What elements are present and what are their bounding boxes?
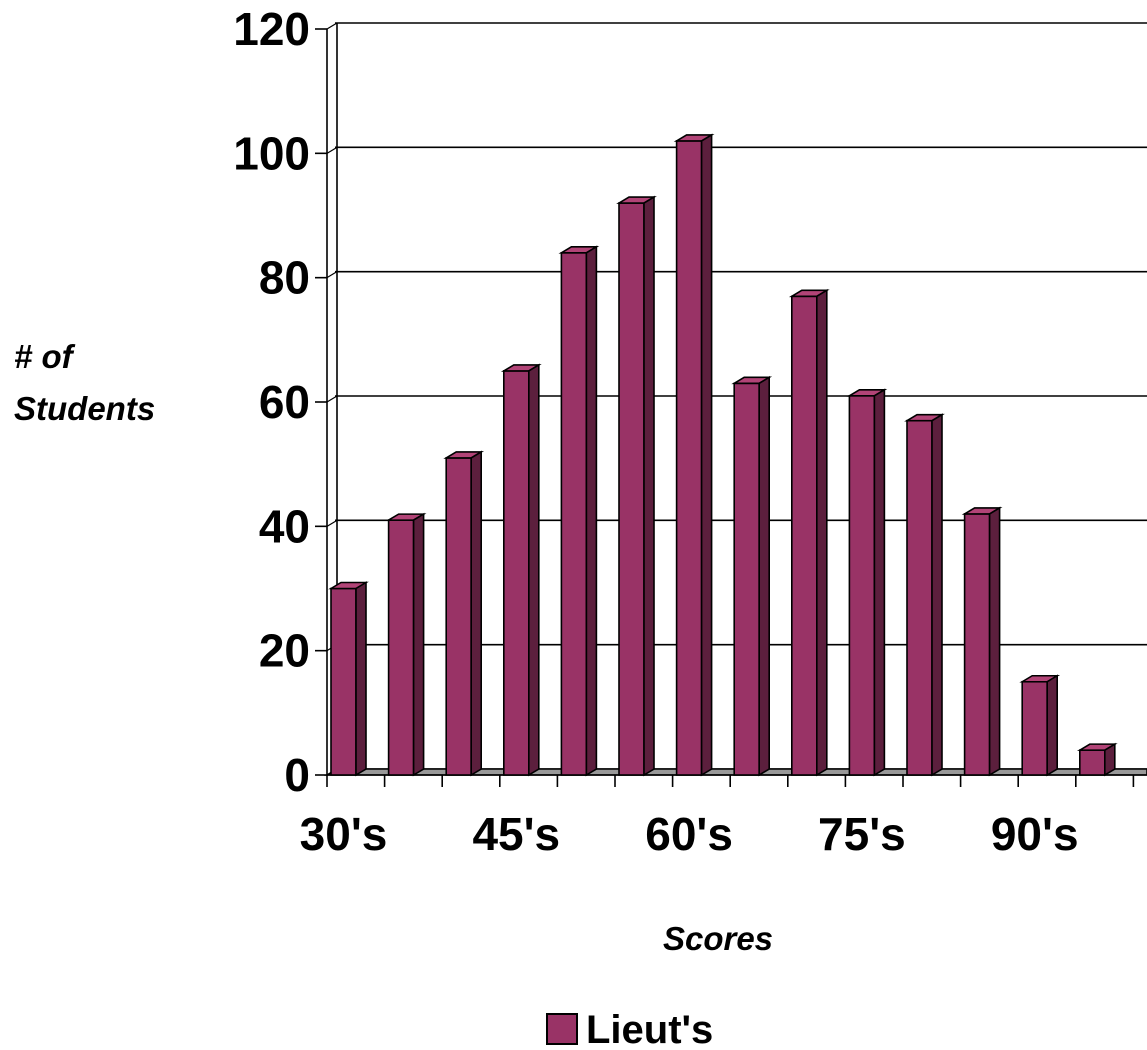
y-tick-connector <box>326 22 338 30</box>
y-tick-label: 60 <box>259 376 310 428</box>
bar <box>731 375 773 777</box>
y-axis-title-line-2: Students <box>14 390 155 427</box>
bar <box>443 450 485 777</box>
bar-front <box>330 587 357 776</box>
bars <box>328 133 1118 777</box>
bar-front <box>963 513 991 776</box>
bar-side <box>412 512 425 777</box>
bar-front <box>560 252 588 776</box>
bar-side <box>470 450 483 777</box>
bar <box>788 288 830 777</box>
bar <box>385 512 427 777</box>
bar <box>673 133 715 777</box>
y-tick-connector <box>326 519 338 527</box>
y-tick-label: 80 <box>259 252 310 304</box>
bar <box>904 413 945 777</box>
axes <box>315 22 1147 787</box>
y-tick-label: 120 <box>233 3 310 55</box>
y-tick-label: 40 <box>259 500 310 552</box>
y-tick-label: 20 <box>259 625 310 677</box>
x-tick-label: 45's <box>472 808 560 860</box>
x-axis-title: Scores <box>663 920 773 957</box>
bar-front <box>906 419 933 776</box>
bar-front <box>733 382 761 776</box>
bar-side <box>700 133 713 777</box>
y-tick-connector <box>326 271 338 279</box>
bar <box>961 506 1003 777</box>
bar-front <box>445 457 473 776</box>
y-tick-connector <box>326 395 338 403</box>
bar-front <box>790 295 818 776</box>
bar-side <box>643 195 655 777</box>
bar-side <box>815 288 828 777</box>
legend-swatch <box>546 1013 578 1045</box>
bar-side <box>527 363 540 777</box>
bar-front <box>1021 680 1049 776</box>
bar <box>1076 742 1118 777</box>
legend: Lieut's <box>546 1008 713 1050</box>
y-tick-label: 0 <box>284 749 310 801</box>
bar <box>500 363 542 777</box>
y-tick-label: 100 <box>233 127 310 179</box>
tick-labels: 0 20 40 60 80 100 120 30's 45's 60's 75's 90's <box>233 3 1078 860</box>
bar <box>1019 674 1061 777</box>
bar-side <box>873 388 886 777</box>
bar-side <box>758 375 771 777</box>
x-tick-label: 90's <box>991 808 1079 860</box>
bar-side <box>931 413 943 777</box>
bar <box>328 581 369 777</box>
bar <box>558 245 600 777</box>
y-axis-title-line-1: # of <box>14 338 76 375</box>
y-tick-connector <box>326 146 338 154</box>
x-tick-label: 30's <box>300 808 388 860</box>
bar-side <box>988 506 1001 777</box>
x-tick-label: 75's <box>818 808 906 860</box>
bar-front <box>848 394 876 776</box>
bar-front <box>1079 749 1106 776</box>
bar-side <box>1104 742 1116 777</box>
bar-side <box>1046 674 1058 777</box>
bar <box>616 195 657 777</box>
bar-side <box>585 245 598 777</box>
bar-front <box>675 140 703 776</box>
bar-side <box>355 581 367 777</box>
bar-front <box>502 370 530 776</box>
x-tick-label: 60's <box>645 808 733 860</box>
bar <box>846 388 888 777</box>
bar-front <box>387 519 415 776</box>
bar-front <box>618 202 645 776</box>
legend-label: Lieut's <box>586 1008 713 1050</box>
